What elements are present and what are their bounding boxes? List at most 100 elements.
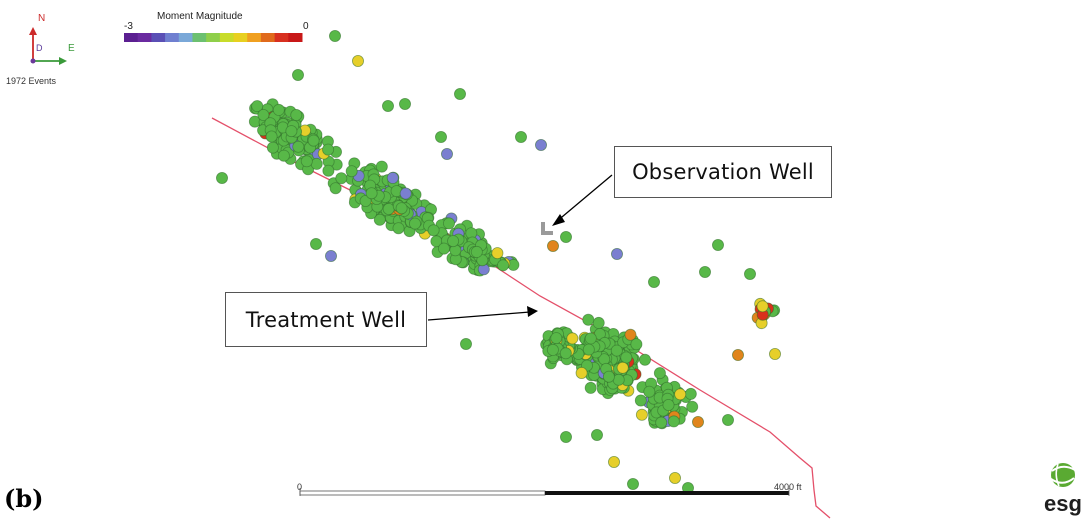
colorbar-swatch bbox=[233, 33, 248, 42]
event-marker bbox=[324, 249, 337, 262]
microseismic-events-layer bbox=[215, 29, 782, 494]
event-marker bbox=[285, 125, 298, 138]
observation-well-marker bbox=[541, 222, 553, 235]
event-marker bbox=[662, 398, 675, 411]
event-marker bbox=[643, 385, 656, 398]
event-marker bbox=[310, 157, 323, 170]
event-marker bbox=[602, 370, 615, 383]
scale-bar bbox=[299, 488, 790, 496]
event-marker bbox=[215, 171, 228, 184]
colorbar-min-label: -3 bbox=[124, 21, 133, 32]
event-marker bbox=[290, 109, 303, 122]
event-marker bbox=[322, 164, 335, 177]
colorbar-max-label: 0 bbox=[303, 21, 309, 32]
scale-end-label: 4000 ft bbox=[774, 482, 802, 492]
colorbar-swatch bbox=[137, 33, 152, 42]
colorbar-swatch bbox=[151, 33, 166, 42]
event-marker bbox=[732, 348, 745, 361]
observation-arrow bbox=[552, 174, 613, 226]
event-marker bbox=[399, 187, 412, 200]
event-marker bbox=[559, 347, 572, 360]
colorbar-swatch bbox=[260, 33, 276, 42]
colorbar-swatch bbox=[206, 33, 221, 42]
event-marker bbox=[756, 300, 769, 313]
event-marker bbox=[624, 328, 637, 341]
event-marker bbox=[453, 88, 466, 101]
treatment-well-callout: Treatment Well bbox=[225, 292, 427, 347]
event-marker bbox=[630, 338, 643, 351]
compass-down-label: D bbox=[36, 43, 43, 53]
event-marker bbox=[386, 171, 399, 184]
event-marker bbox=[272, 103, 285, 116]
event-marker bbox=[547, 239, 560, 252]
event-marker bbox=[382, 202, 395, 215]
event-marker bbox=[515, 130, 528, 143]
event-marker bbox=[769, 347, 782, 360]
event-marker bbox=[470, 245, 483, 258]
event-marker bbox=[345, 165, 358, 178]
event-marker bbox=[627, 477, 640, 490]
colorbar-swatch bbox=[178, 33, 193, 42]
globe-icon bbox=[1050, 463, 1076, 487]
treatment-well-label: Treatment Well bbox=[245, 307, 407, 332]
event-marker bbox=[712, 238, 725, 251]
event-marker bbox=[566, 332, 579, 345]
event-marker bbox=[692, 415, 705, 428]
event-marker bbox=[584, 381, 597, 394]
colorbar-swatch bbox=[274, 33, 289, 42]
event-marker bbox=[459, 337, 472, 350]
event-marker bbox=[309, 237, 322, 250]
event-marker bbox=[251, 100, 264, 113]
event-marker bbox=[584, 332, 597, 345]
event-marker bbox=[575, 366, 588, 379]
event-marker bbox=[648, 275, 661, 288]
event-marker bbox=[686, 400, 699, 413]
observation-well-callout: Observation Well bbox=[614, 146, 832, 198]
event-marker bbox=[437, 242, 450, 255]
event-marker bbox=[635, 408, 648, 421]
event-marker bbox=[277, 149, 290, 162]
event-marker bbox=[582, 313, 595, 326]
event-marker bbox=[722, 413, 735, 426]
event-marker bbox=[684, 387, 697, 400]
event-marker bbox=[620, 351, 633, 364]
event-marker bbox=[634, 394, 647, 407]
event-marker bbox=[291, 69, 304, 82]
event-marker bbox=[699, 265, 712, 278]
event-marker bbox=[365, 187, 378, 200]
colorbar-title: Moment Magnitude bbox=[157, 11, 243, 22]
esg-logo-text: esg bbox=[1044, 491, 1082, 516]
compass-east-label: E bbox=[68, 43, 75, 54]
event-marker bbox=[427, 224, 440, 237]
event-marker bbox=[610, 344, 623, 357]
event-marker bbox=[322, 143, 335, 156]
events-count: 1972 Events bbox=[6, 76, 57, 86]
event-marker bbox=[440, 147, 453, 160]
event-marker bbox=[300, 155, 313, 168]
event-marker bbox=[375, 160, 388, 173]
event-marker bbox=[491, 247, 504, 260]
event-marker bbox=[744, 267, 757, 280]
treatment-arrow bbox=[427, 306, 538, 321]
event-marker bbox=[535, 138, 548, 151]
event-marker bbox=[655, 416, 668, 429]
event-marker bbox=[674, 388, 687, 401]
scale-start-label: 0 bbox=[297, 482, 303, 492]
event-marker bbox=[292, 140, 305, 153]
event-marker bbox=[592, 316, 605, 329]
event-marker bbox=[447, 235, 460, 248]
event-marker bbox=[351, 55, 364, 68]
event-marker bbox=[373, 213, 386, 226]
compass-icon bbox=[29, 27, 67, 65]
event-marker bbox=[307, 134, 320, 147]
event-marker bbox=[398, 98, 411, 111]
colorbar-swatch bbox=[288, 33, 303, 42]
event-marker bbox=[442, 217, 455, 230]
event-marker bbox=[434, 130, 447, 143]
event-marker bbox=[328, 29, 341, 42]
moment-magnitude-colorbar bbox=[124, 33, 303, 42]
event-marker bbox=[591, 428, 604, 441]
colorbar-swatch bbox=[192, 33, 207, 42]
observation-well-label: Observation Well bbox=[632, 160, 814, 184]
compass-north-label: N bbox=[38, 13, 46, 24]
